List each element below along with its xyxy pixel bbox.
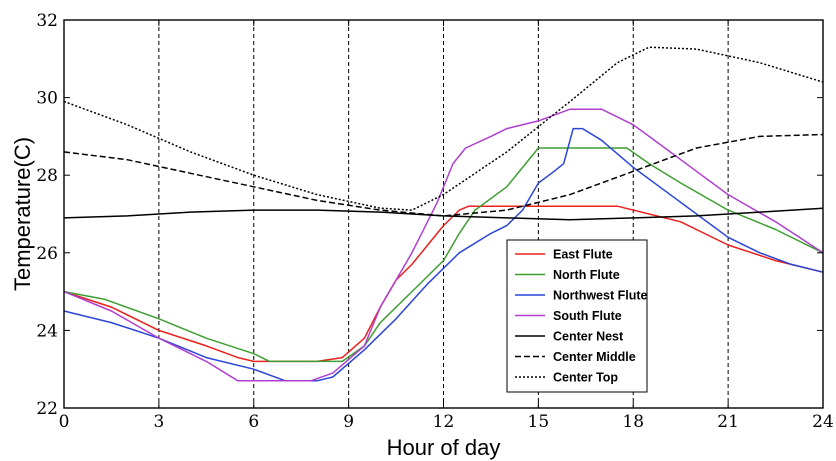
y-tick-label: 22: [36, 399, 58, 419]
y-tick-label: 30: [36, 89, 58, 109]
x-axis-title: Hour of day: [387, 435, 501, 460]
series-line-5: [63, 133, 824, 217]
series-line-1: [63, 147, 824, 363]
series-layer: [63, 46, 824, 382]
y-tick-label: 32: [36, 11, 58, 31]
legend-label: South Flute: [553, 309, 622, 323]
series-line-0: [63, 205, 824, 363]
legend-label: Northwest Flute: [553, 289, 647, 303]
legend-label: Center Middle: [553, 350, 636, 364]
y-axis: 22 24 26 28 30 32: [36, 11, 823, 419]
y-tick-label: 28: [36, 166, 58, 186]
x-tick-label: 12: [433, 412, 455, 432]
legend-label: East Flute: [553, 248, 613, 262]
x-tick-label: 6: [248, 412, 259, 432]
legend-label: Center Nest: [553, 330, 624, 344]
x-tick-label: 15: [528, 412, 550, 432]
x-tick-label: 9: [343, 412, 354, 432]
series-line-4: [63, 207, 824, 221]
x-tick-label: 0: [59, 412, 70, 432]
legend-label: Center Top: [553, 371, 618, 385]
series-line-6: [63, 46, 824, 211]
x-axis: 0 3 6 9 12 15 18 21 24: [59, 20, 834, 432]
x-tick-label: 24: [812, 412, 834, 432]
y-axis-title: Temperature(C): [10, 137, 35, 291]
series-line-3: [63, 108, 824, 382]
x-tick-label: 21: [717, 412, 739, 432]
x-tick-label: 18: [622, 412, 644, 432]
legend-label: North Flute: [553, 268, 620, 282]
legend: East Flute North Flute Northwest Flute Sout…: [506, 239, 648, 393]
x-tick-label: 3: [153, 412, 164, 432]
y-tick-label: 26: [36, 244, 58, 264]
y-tick-label: 24: [36, 321, 58, 341]
